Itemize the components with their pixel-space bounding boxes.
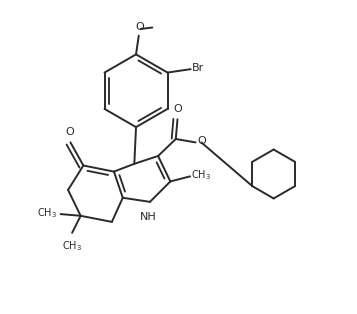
Text: CH$_3$: CH$_3$ xyxy=(191,168,211,182)
Text: Br: Br xyxy=(192,63,204,73)
Text: O: O xyxy=(65,127,74,137)
Text: O: O xyxy=(174,104,182,114)
Text: CH$_3$: CH$_3$ xyxy=(37,206,57,220)
Text: O: O xyxy=(197,136,206,146)
Text: NH: NH xyxy=(140,212,157,222)
Text: O: O xyxy=(135,22,144,32)
Text: CH$_3$: CH$_3$ xyxy=(62,239,82,253)
